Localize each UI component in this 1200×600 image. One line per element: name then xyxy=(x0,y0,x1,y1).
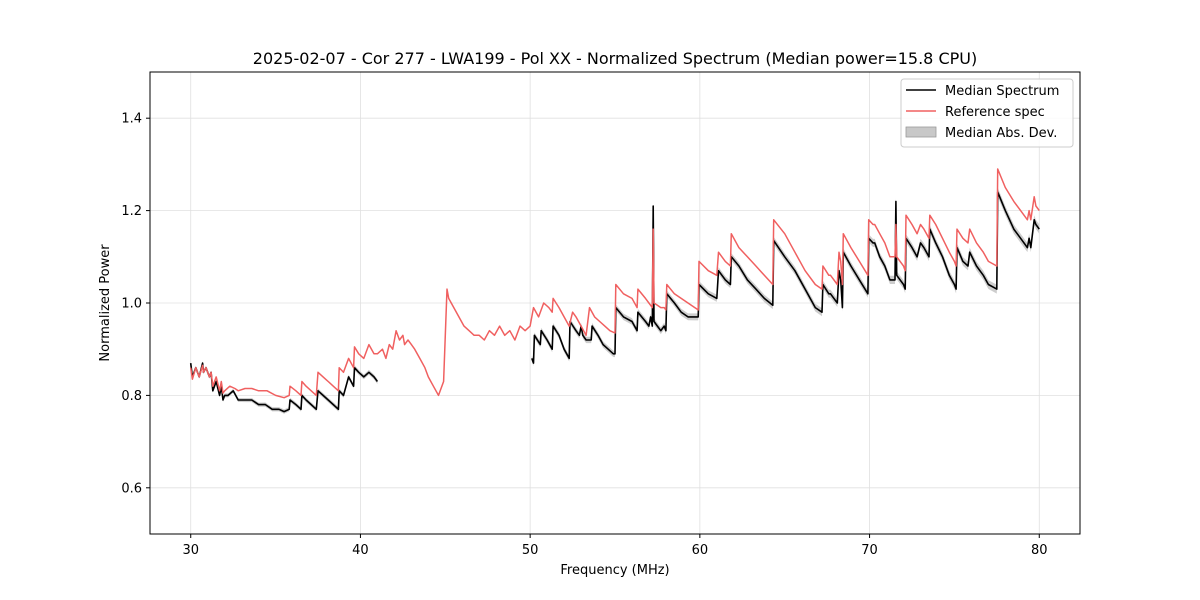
legend-label-median: Median Spectrum xyxy=(945,84,1059,99)
y-tick-label: 0.8 xyxy=(121,389,142,404)
legend-box xyxy=(900,78,1074,148)
x-tick-label: 50 xyxy=(522,543,539,558)
median-spectrum-line xyxy=(531,191,1040,364)
x-tick-label: 60 xyxy=(692,543,709,558)
x-tick-label: 70 xyxy=(861,543,878,558)
legend-label-mad: Median Abs. Dev. xyxy=(945,126,1057,141)
y-tick-label: 1.4 xyxy=(121,112,142,127)
legend: Median Spectrum Reference spec Median Ab… xyxy=(900,78,1074,148)
y-axis-ticks: 0.6 0.8 1.0 1.2 1.4 xyxy=(121,112,150,496)
legend-label-reference: Reference spec xyxy=(945,105,1045,120)
legend-swatch-mad xyxy=(905,126,937,138)
mad-band xyxy=(190,361,378,414)
y-axis-label: Normalized Power xyxy=(98,244,113,362)
x-tick-label: 30 xyxy=(182,543,199,558)
mad-band-layer xyxy=(190,187,1040,414)
y-tick-label: 1.0 xyxy=(121,297,142,312)
mad-band xyxy=(531,187,1040,366)
y-tick-label: 0.6 xyxy=(121,481,142,496)
x-tick-label: 40 xyxy=(352,543,369,558)
y-tick-label: 1.2 xyxy=(121,204,142,219)
chart-title: 2025-02-07 - Cor 277 - LWA199 - Pol XX -… xyxy=(253,49,977,68)
series-layer xyxy=(189,168,1040,413)
x-axis-label: Frequency (MHz) xyxy=(560,563,669,578)
x-axis-ticks: 30 40 50 60 70 80 xyxy=(182,534,1048,558)
x-tick-label: 80 xyxy=(1031,543,1048,558)
reference-spec-line xyxy=(189,168,1040,399)
